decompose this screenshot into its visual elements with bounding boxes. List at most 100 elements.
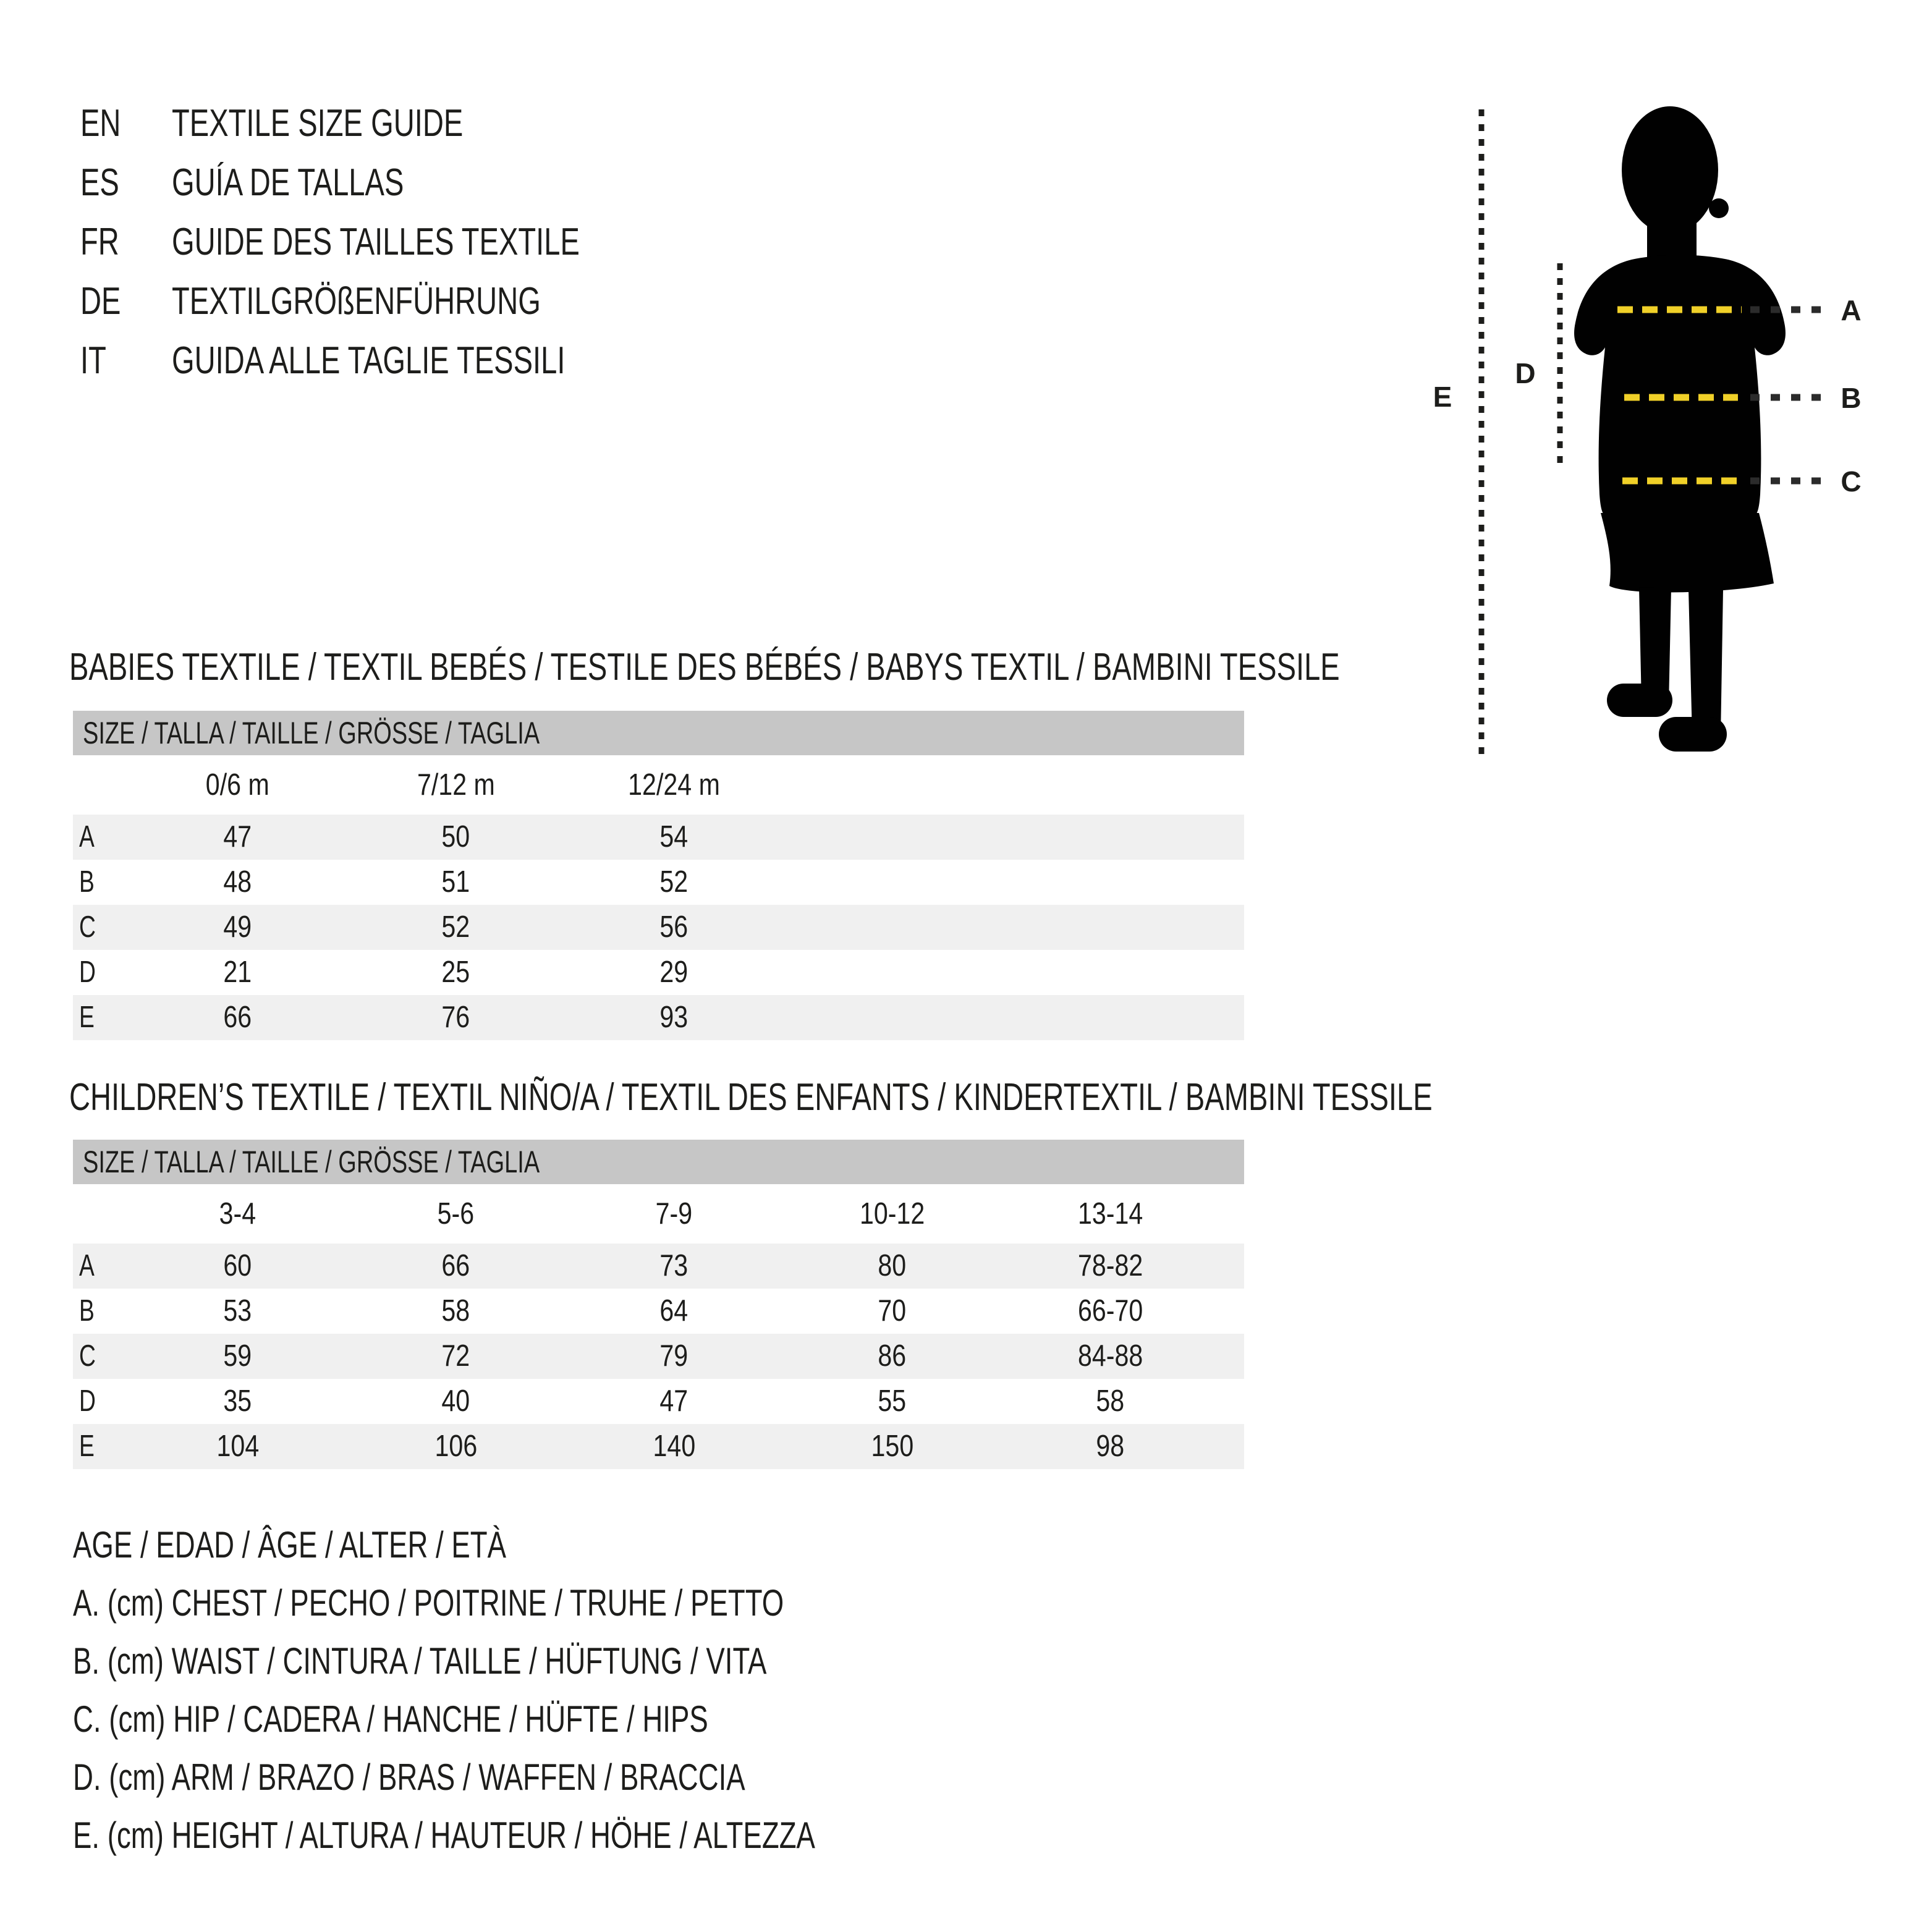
cell-value: 93: [659, 1001, 688, 1034]
figure-label-a: A: [1841, 294, 1861, 326]
babies-table-row-e: E 66 76 93: [73, 995, 1244, 1040]
language-code: FR: [80, 221, 119, 263]
children-column-header: 7-9: [655, 1197, 693, 1231]
silhouette-left-shoe: [1607, 684, 1672, 717]
silhouette-left-leg: [1639, 587, 1671, 705]
cell-value: 47: [659, 1384, 688, 1418]
cell-value: 53: [223, 1294, 252, 1328]
language-title: TEXTILE SIZE GUIDE: [172, 102, 464, 145]
cell-value: 66: [441, 1249, 470, 1282]
cell-value: 104: [216, 1430, 259, 1463]
babies-size-header-bar: SIZE / TALLA / TAILLE / GRÖSSE / TAGLIA: [73, 711, 1244, 755]
children-column-header: 10-12: [859, 1197, 925, 1231]
cell-value: 21: [223, 955, 252, 989]
legend-item-height: E. (cm) HEIGHT / ALTURA / HAUTEUR / HÖHE…: [73, 1815, 815, 1856]
figure-label-c: C: [1841, 465, 1861, 498]
row-label: E: [79, 1001, 95, 1034]
figure-label-e: E: [1433, 381, 1452, 413]
cell-value: 76: [441, 1001, 470, 1034]
cell-value: 58: [441, 1294, 470, 1328]
cell-value: 140: [653, 1430, 695, 1463]
language-code: DE: [80, 280, 121, 323]
babies-table-row-c: C 49 52 56: [73, 905, 1244, 950]
cell-value: 72: [441, 1339, 470, 1373]
silhouette-head: [1622, 106, 1718, 234]
language-row-es: ES GUÍA DE TALLAS: [80, 153, 477, 213]
babies-table-row-b: B 48 51 52: [73, 860, 1244, 905]
language-row-en: EN TEXTILE SIZE GUIDE: [80, 94, 555, 153]
cell-value: 106: [434, 1430, 477, 1463]
cell-value: 98: [1096, 1430, 1125, 1463]
cell-value: 73: [659, 1249, 688, 1282]
children-column-header: 3-4: [219, 1197, 256, 1231]
legend-item-arm: D. (cm) ARM / BRAZO / BRAS / WAFFEN / BR…: [73, 1756, 745, 1798]
measurement-figure: A B C D E: [1433, 106, 1862, 762]
silhouette-torso: [1574, 255, 1786, 517]
language-code: EN: [80, 102, 121, 145]
babies-table-row-d: D 21 25 29: [73, 950, 1244, 995]
cell-value: 56: [659, 910, 688, 944]
cell-value: 59: [223, 1339, 252, 1373]
children-column-header-row: 3-4 5-6 7-9 10-12 13-14: [73, 1184, 1244, 1244]
cell-value: 55: [878, 1384, 907, 1418]
child-silhouette-icon: [1574, 106, 1786, 752]
row-label: B: [79, 865, 95, 899]
row-label: C: [79, 1339, 96, 1373]
children-table-row-e: E 104 106 140 150 98: [73, 1424, 1244, 1469]
row-label: C: [79, 910, 96, 944]
cell-value: 79: [659, 1339, 688, 1373]
language-row-fr: FR GUIDE DES TAILLES TEXTILE: [80, 213, 708, 272]
language-row-it: IT GUIDA ALLE TAGLIE TESSILI: [80, 331, 689, 391]
cell-value: 86: [878, 1339, 907, 1373]
cell-value: 48: [223, 865, 252, 899]
babies-column-header-row: 0/6 m 7/12 m 12/24 m: [73, 755, 1244, 815]
children-column-header: 5-6: [437, 1197, 475, 1231]
language-title: GUIDA ALLE TAGLIE TESSILI: [172, 339, 566, 382]
cell-value: 58: [1096, 1384, 1125, 1418]
children-table-row-a: A 60 66 73 80 78-82: [73, 1244, 1244, 1289]
babies-column-header: 12/24 m: [628, 768, 720, 802]
legend-item-waist: B. (cm) WAIST / CINTURA / TAILLE / HÜFTU…: [73, 1640, 767, 1682]
language-row-de: DE TEXTILGRÖßENFÜHRUNG: [80, 272, 657, 331]
children-column-header: 13-14: [1077, 1197, 1143, 1231]
cell-value: 150: [871, 1430, 913, 1463]
cell-value: 70: [878, 1294, 907, 1328]
row-label: A: [79, 820, 95, 854]
silhouette-right-shoe: [1659, 717, 1727, 752]
cell-value: 78-82: [1077, 1249, 1143, 1282]
cell-value: 64: [659, 1294, 688, 1328]
cell-value: 35: [223, 1384, 252, 1418]
cell-value: 60: [223, 1249, 252, 1282]
children-section-heading: CHILDREN’S TEXTILE / TEXTIL NIÑO/A / TEX…: [69, 1076, 1433, 1119]
figure-label-b: B: [1841, 382, 1861, 414]
row-label: D: [79, 1384, 96, 1418]
language-title: GUÍA DE TALLAS: [172, 161, 404, 204]
legend-title: AGE / EDAD / ÂGE / ALTER / ETÀ: [73, 1524, 507, 1566]
language-code: IT: [80, 339, 106, 382]
children-table-row-d: D 35 40 47 55 58: [73, 1379, 1244, 1424]
silhouette-ear: [1709, 198, 1729, 218]
figure-label-d: D: [1515, 357, 1535, 389]
cell-value: 84-88: [1077, 1339, 1143, 1373]
row-label: D: [79, 955, 96, 989]
cell-value: 47: [223, 820, 252, 854]
language-title: GUIDE DES TAILLES TEXTILE: [172, 221, 580, 263]
silhouette-right-leg: [1688, 590, 1723, 737]
children-size-header-bar: SIZE / TALLA / TAILLE / GRÖSSE / TAGLIA: [73, 1140, 1244, 1184]
children-table-row-b: B 53 58 64 70 66-70: [73, 1289, 1244, 1334]
cell-value: 80: [878, 1249, 907, 1282]
language-title: TEXTILGRÖßENFÜHRUNG: [172, 280, 541, 323]
row-label: B: [79, 1294, 95, 1328]
cell-value: 49: [223, 910, 252, 944]
babies-table-row-a: A 47 50 54: [73, 815, 1244, 860]
babies-section-heading: BABIES TEXTILE / TEXTIL BEBÉS / TESTILE …: [69, 646, 1340, 688]
babies-column-header: 0/6 m: [206, 768, 269, 802]
cell-value: 52: [441, 910, 470, 944]
cell-value: 29: [659, 955, 688, 989]
silhouette-shorts: [1601, 513, 1774, 593]
row-label: A: [79, 1249, 95, 1282]
cell-value: 51: [441, 865, 470, 899]
cell-value: 54: [659, 820, 688, 854]
cell-value: 52: [659, 865, 688, 899]
row-label: E: [79, 1430, 95, 1463]
